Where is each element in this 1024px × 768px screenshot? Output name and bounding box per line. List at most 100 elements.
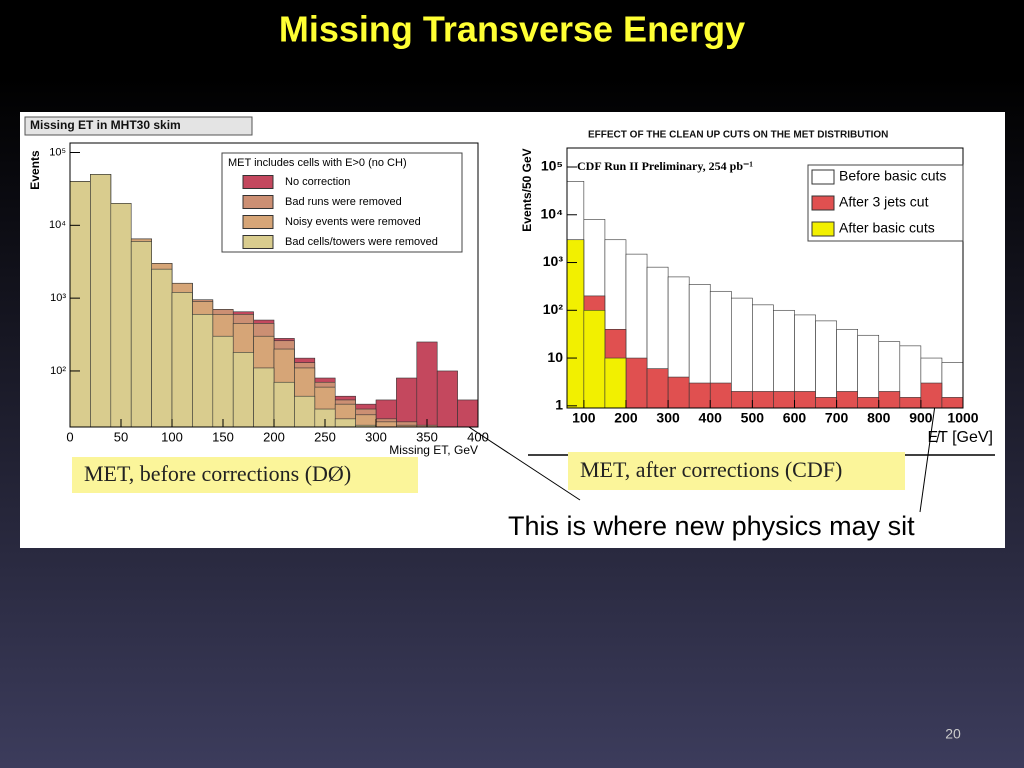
histogram-bar bbox=[667, 376, 690, 409]
x-tick-label: 1000 bbox=[947, 410, 978, 426]
caption: MET, before corrections (DØ) bbox=[84, 461, 351, 486]
x-tick-label: 400 bbox=[467, 429, 489, 444]
legend-label: Before basic cuts bbox=[839, 168, 946, 184]
legend-label: Bad runs were removed bbox=[285, 196, 402, 208]
histogram-bar bbox=[232, 352, 254, 428]
caption-box bbox=[72, 457, 418, 493]
legend-label: Bad cells/towers were removed bbox=[285, 236, 438, 248]
legend-swatch bbox=[242, 235, 274, 249]
histogram-bar bbox=[857, 334, 880, 409]
x-tick-label: 100 bbox=[572, 410, 596, 426]
histogram-bar bbox=[69, 181, 91, 428]
histogram-bar bbox=[90, 174, 112, 428]
legend-title: MET includes cells with E>0 (no CH) bbox=[228, 157, 407, 169]
x-tick-label: 50 bbox=[114, 429, 128, 444]
legend-swatch bbox=[242, 175, 274, 189]
x-tick-label: 300 bbox=[365, 429, 387, 444]
legend-label: After basic cuts bbox=[839, 220, 935, 236]
x-tick-label: 700 bbox=[825, 410, 849, 426]
x-tick-label: 900 bbox=[909, 410, 933, 426]
y-tick-label: 10³ bbox=[543, 253, 564, 269]
x-tick-label: 300 bbox=[656, 410, 680, 426]
y-tick-label: 10² bbox=[50, 365, 66, 377]
x-tick-label: 0 bbox=[66, 429, 73, 444]
histogram-bar bbox=[709, 382, 732, 409]
histogram-bar bbox=[730, 391, 753, 409]
x-tick-label: 400 bbox=[699, 410, 723, 426]
histogram-bar bbox=[396, 377, 418, 428]
legend-swatch bbox=[811, 221, 835, 237]
plot-border bbox=[566, 147, 964, 409]
chart-title: EFFECT OF THE CLEAN UP CUTS ON THE MET D… bbox=[588, 130, 888, 141]
histogram-bar bbox=[773, 391, 795, 409]
caption: MET, after corrections (CDF) bbox=[580, 457, 842, 482]
legend-swatch bbox=[811, 195, 835, 211]
annotation: This is where new physics may sit bbox=[508, 511, 915, 541]
y-axis-label: Events/50 GeV bbox=[520, 148, 534, 231]
legend-swatch bbox=[242, 215, 274, 229]
histogram-bar bbox=[688, 382, 711, 409]
histogram-bar bbox=[625, 357, 648, 409]
histogram-bar bbox=[857, 397, 880, 409]
histogram-bar bbox=[583, 309, 606, 409]
y-tick-label: 10⁴ bbox=[49, 219, 66, 231]
histogram-bar bbox=[130, 241, 152, 428]
legend-label: After 3 jets cut bbox=[839, 194, 929, 210]
chart-title: Missing ET in MHT30 skim bbox=[30, 118, 181, 132]
histogram-bar bbox=[334, 418, 356, 428]
histogram-bar bbox=[815, 320, 837, 409]
histogram-bar bbox=[920, 382, 943, 409]
x-tick-label: 200 bbox=[614, 410, 638, 426]
histogram-bar bbox=[436, 370, 458, 428]
page-number: 20 bbox=[945, 726, 961, 742]
x-tick-label: 250 bbox=[314, 429, 336, 444]
histogram-bar bbox=[941, 397, 964, 409]
histogram-bar bbox=[192, 313, 214, 428]
arrow bbox=[919, 397, 939, 513]
y-tick-label: 10² bbox=[543, 301, 564, 317]
histogram-bar bbox=[815, 397, 837, 409]
histogram-bar bbox=[604, 357, 627, 409]
histogram-bar bbox=[151, 268, 173, 428]
histogram-bar bbox=[566, 239, 585, 409]
histogram-bar bbox=[836, 391, 858, 409]
x-tick-label: 500 bbox=[741, 410, 765, 426]
x-tick-label: 600 bbox=[783, 410, 807, 426]
y-tick-label: 10⁵ bbox=[541, 158, 563, 174]
histogram-bar bbox=[110, 203, 132, 428]
y-tick-label: 10 bbox=[547, 349, 563, 365]
histogram-bar bbox=[752, 391, 774, 409]
x-tick-label: 100 bbox=[161, 429, 183, 444]
x-tick-label: 350 bbox=[416, 429, 438, 444]
x-axis-label: Missing ET, GeV bbox=[389, 443, 478, 457]
histogram-bar bbox=[878, 391, 901, 409]
histogram-bar bbox=[375, 421, 397, 428]
histogram-bar bbox=[646, 368, 669, 409]
legend-swatch bbox=[242, 195, 274, 209]
histogram-bar bbox=[794, 391, 816, 409]
y-tick-label: 10⁴ bbox=[541, 205, 564, 221]
chart-title-box bbox=[24, 116, 253, 136]
histogram-bar bbox=[253, 367, 275, 428]
histogram-bar bbox=[457, 399, 479, 428]
x-tick-label: 800 bbox=[867, 410, 891, 426]
histogram-bar bbox=[212, 335, 234, 428]
legend-swatch bbox=[811, 169, 835, 185]
y-tick-label: 10³ bbox=[50, 292, 66, 304]
x-axis-label: E̸T [GeV] bbox=[927, 429, 993, 446]
legend-label: Noisy events were removed bbox=[285, 216, 421, 228]
histogram-bar bbox=[273, 381, 295, 428]
histogram-bar bbox=[416, 341, 438, 428]
legend-label: No correction bbox=[285, 176, 350, 188]
chart-annotation: CDF Run II Preliminary, 254 pb⁻¹ bbox=[577, 159, 753, 173]
y-axis-label: Events bbox=[28, 150, 42, 190]
histogram-bar bbox=[899, 397, 922, 409]
x-tick-label: 200 bbox=[263, 429, 285, 444]
x-tick-label: 150 bbox=[212, 429, 234, 444]
y-tick-label: 10⁵ bbox=[49, 146, 66, 158]
y-tick-label: 1 bbox=[555, 397, 563, 413]
caption-box bbox=[568, 452, 905, 490]
slide-title: Missing Transverse Energy bbox=[279, 9, 745, 50]
